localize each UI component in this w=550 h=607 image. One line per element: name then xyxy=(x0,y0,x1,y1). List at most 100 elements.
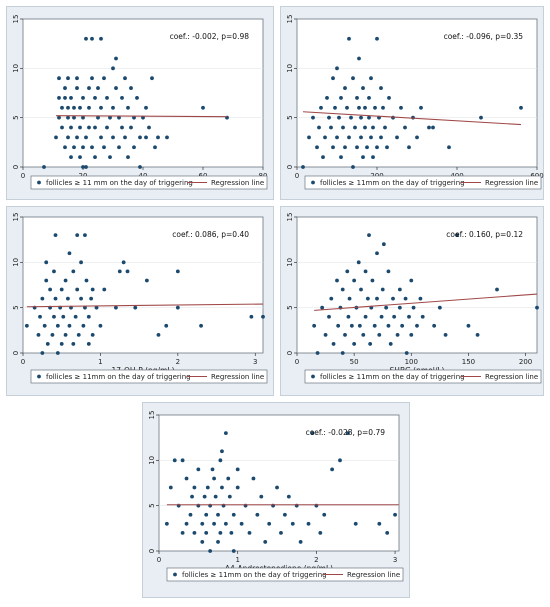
data-point xyxy=(357,105,361,110)
data-point xyxy=(386,269,391,274)
data-point xyxy=(310,431,315,436)
data-point xyxy=(71,269,76,274)
data-point xyxy=(69,125,73,130)
data-point xyxy=(111,66,115,71)
data-point xyxy=(353,125,357,130)
legend-line-label: Regression line xyxy=(211,373,264,381)
data-point xyxy=(415,323,419,328)
data-point xyxy=(351,76,355,81)
data-point xyxy=(322,512,327,517)
data-point xyxy=(347,135,351,140)
data-point xyxy=(126,155,130,160)
data-point xyxy=(329,296,334,301)
y-tick-label: 15 xyxy=(12,213,20,222)
y-tick-label: 5 xyxy=(12,115,20,119)
y-tick-label: 5 xyxy=(148,503,156,507)
data-point xyxy=(357,56,361,61)
data-point xyxy=(132,145,136,150)
data-point xyxy=(338,458,342,463)
data-point xyxy=(102,145,106,150)
data-point xyxy=(355,145,359,150)
data-point xyxy=(311,115,315,120)
data-point xyxy=(397,305,402,310)
y-tick-label: 15 xyxy=(286,213,294,222)
data-point xyxy=(117,269,122,274)
data-point xyxy=(339,96,343,100)
data-point xyxy=(105,96,109,100)
data-point xyxy=(318,530,323,535)
data-point xyxy=(223,431,228,436)
data-point xyxy=(172,458,177,463)
data-point xyxy=(144,105,148,110)
x-tick-label: 200 xyxy=(519,358,532,366)
legend-box xyxy=(30,175,268,190)
legend-point-marker xyxy=(311,374,315,379)
data-point xyxy=(367,115,371,120)
y-tick-label: 15 xyxy=(12,15,20,24)
data-point xyxy=(138,135,142,140)
data-point xyxy=(165,135,169,140)
data-point xyxy=(275,485,279,490)
data-point xyxy=(42,323,47,328)
chart-17ohp: 051015012317-OH-P (ng/mL)coef.: 0.086, p… xyxy=(12,213,268,384)
data-point xyxy=(409,332,414,337)
data-point xyxy=(418,296,423,301)
data-point xyxy=(75,135,79,140)
data-point xyxy=(99,36,103,41)
data-point xyxy=(42,165,46,169)
data-point xyxy=(66,115,70,120)
data-point xyxy=(50,332,55,337)
data-point xyxy=(78,125,82,130)
x-tick-label: 1 xyxy=(235,556,239,564)
data-point xyxy=(395,332,400,337)
panel-testosterone: 051015020406080Testosterone (ng/dL)coef.… xyxy=(6,6,274,200)
data-point xyxy=(98,323,103,328)
data-point xyxy=(164,521,169,526)
data-point xyxy=(321,155,325,160)
data-point xyxy=(184,476,189,481)
data-point xyxy=(63,145,67,150)
data-point xyxy=(403,125,407,130)
data-point xyxy=(24,323,29,328)
data-point xyxy=(319,105,323,110)
data-point xyxy=(102,76,106,81)
data-point xyxy=(365,145,369,150)
data-point xyxy=(138,165,142,169)
data-point xyxy=(357,323,362,328)
data-point xyxy=(63,332,68,337)
y-tick-label: 10 xyxy=(286,64,294,73)
legend-line-label: Regression line xyxy=(485,179,538,187)
data-point xyxy=(111,135,115,140)
data-point xyxy=(352,342,357,346)
data-point xyxy=(59,287,64,292)
data-point xyxy=(259,494,264,499)
x-tick-label: 100 xyxy=(405,358,418,366)
data-point xyxy=(407,314,411,319)
data-point xyxy=(218,458,223,463)
data-point xyxy=(150,76,154,81)
data-point xyxy=(72,145,76,150)
x-tick-label: 0 xyxy=(295,358,299,366)
data-point xyxy=(345,105,349,110)
data-point xyxy=(212,476,216,481)
data-point xyxy=(52,269,56,274)
regression-line xyxy=(26,303,264,308)
data-point xyxy=(283,512,287,517)
data-point xyxy=(372,323,377,328)
chart-shbg: 051015050100150200SHBG (nmol/L)coef.: 0.… xyxy=(286,213,542,384)
data-point xyxy=(347,296,352,301)
data-point xyxy=(239,521,244,526)
data-point xyxy=(375,296,379,301)
data-point xyxy=(411,305,416,310)
data-point xyxy=(255,512,260,517)
data-point xyxy=(114,56,118,61)
data-point xyxy=(359,135,363,140)
data-point xyxy=(81,145,85,150)
chart-androstenedione: 0510150123Δ4-Androstenedione (ng/mL)coef… xyxy=(148,411,404,582)
data-point xyxy=(363,125,367,130)
data-point xyxy=(369,76,373,81)
data-point xyxy=(535,305,539,310)
regression-line xyxy=(314,293,538,311)
data-point xyxy=(53,233,58,238)
data-point xyxy=(86,342,91,346)
